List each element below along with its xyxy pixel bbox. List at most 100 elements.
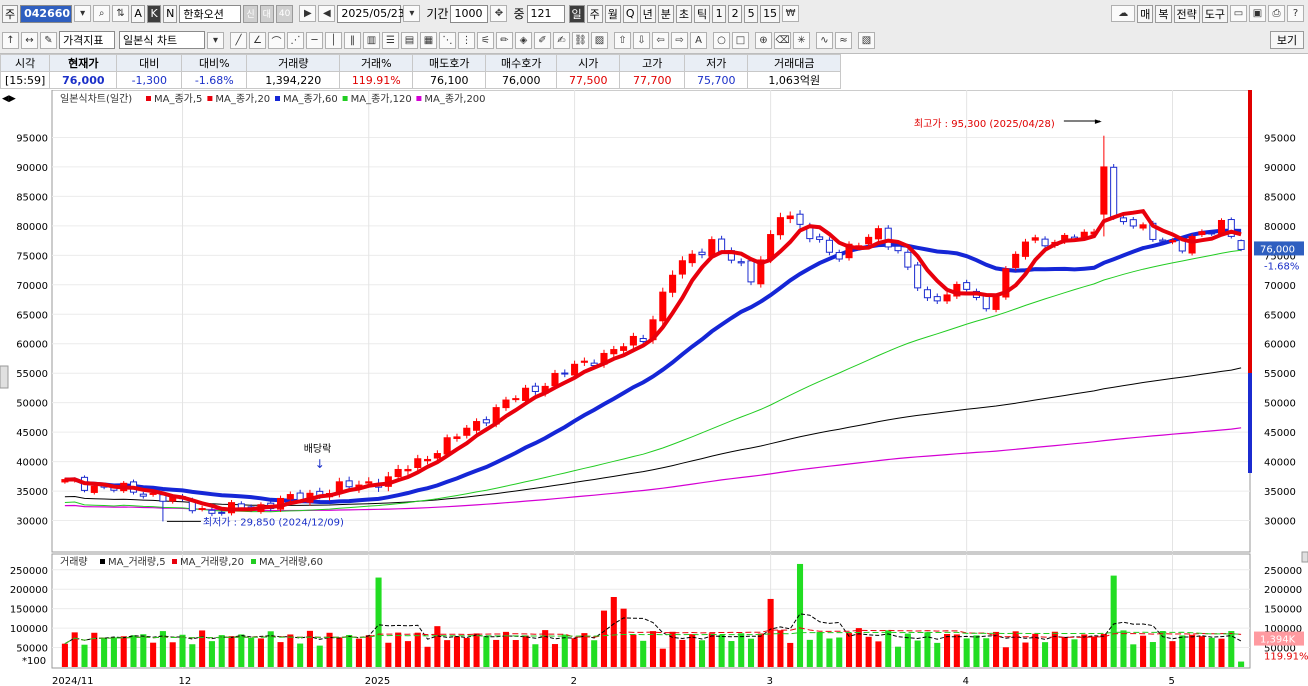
play-icon[interactable]: ▶ [299, 5, 317, 22]
interval-year[interactable]: 년 [639, 4, 656, 23]
interval-day[interactable]: 일 [568, 4, 585, 23]
interval-5[interactable]: 5 [744, 4, 759, 23]
hline-icon[interactable]: ─ [306, 31, 323, 49]
arrow-right-icon[interactable]: ⇨ [671, 31, 688, 49]
volume-bar [493, 639, 500, 667]
pattern-icon[interactable]: ≈ [835, 31, 852, 49]
mode-button-n[interactable]: N [163, 4, 178, 23]
chart-type-dropdown-icon[interactable]: ▾ [207, 31, 224, 49]
trendline-icon[interactable]: ╱ [230, 31, 247, 49]
volume-bar [228, 636, 235, 667]
strategy-button[interactable]: 전략 [1173, 4, 1200, 23]
pencil-icon[interactable]: ✏ [496, 31, 513, 49]
volume-bar [395, 632, 402, 667]
stock-code-input[interactable]: 042660 [20, 4, 73, 23]
back-icon[interactable]: ◀ [318, 5, 336, 22]
interval-tick[interactable]: 틱 [693, 4, 711, 23]
volume-bar [267, 631, 274, 667]
gann-fan-icon[interactable]: ⋮ [458, 31, 475, 49]
vline-icon[interactable]: │ [325, 31, 342, 49]
palette-icon[interactable]: ◈ [515, 31, 532, 49]
spin-icon[interactable]: ✥ [490, 5, 508, 22]
tools-button[interactable]: 도구 [1201, 4, 1228, 23]
help-icon[interactable]: ? [1287, 5, 1304, 22]
mode-button-a[interactable]: A [131, 4, 146, 23]
arrow-down-icon[interactable]: ⇩ [633, 31, 650, 49]
up-arrow-icon[interactable]: ↑ [2, 31, 19, 49]
candle-body [718, 238, 726, 252]
gann-icon[interactable]: ⋱ [439, 31, 456, 49]
volume-bar [463, 637, 470, 667]
count-input[interactable]: 121 [526, 4, 565, 23]
grid-icon[interactable]: ▥ [363, 31, 380, 49]
price-legend-item: MA_종가,5 [154, 93, 202, 105]
volume-tick-label-right: 150000 [1264, 605, 1302, 616]
interval-week[interactable]: 주 [586, 4, 603, 23]
interval-2[interactable]: 2 [728, 4, 743, 23]
volume-bar [287, 634, 294, 667]
chart-type-select[interactable]: 일본식 차트 [119, 31, 205, 49]
interval-month[interactable]: 월 [604, 4, 621, 23]
link-icon[interactable]: ⛓ [572, 31, 589, 49]
overlay-button[interactable]: 매 [1137, 4, 1154, 23]
market-selector[interactable]: 주 [2, 4, 19, 23]
fibo-icon[interactable]: ☰ [382, 31, 399, 49]
price-tick-label-right: 90000 [1264, 163, 1296, 174]
view-button[interactable]: 보기 [1270, 31, 1304, 49]
period-input[interactable]: 1000 [450, 4, 489, 23]
sort-icon[interactable]: ⇅ [112, 5, 130, 22]
text-icon[interactable]: A [690, 31, 707, 49]
magic-icon[interactable]: ✳ [793, 31, 810, 49]
eraser-icon[interactable]: ⌫ [774, 31, 791, 49]
interval-15[interactable]: 15 [760, 4, 781, 23]
volume-bar [875, 641, 882, 667]
interval-second[interactable]: 초 [675, 4, 692, 23]
channel-icon[interactable]: ‖ [344, 31, 361, 49]
quote-value: -1,300 [116, 71, 183, 89]
circle-icon[interactable]: ○ [713, 31, 730, 49]
fibo-fan-icon[interactable]: ▤ [401, 31, 418, 49]
print-icon[interactable]: ⎙ [1268, 5, 1285, 22]
dropdown-arrow-icon[interactable]: ▾ [74, 5, 92, 22]
price-indicator-select[interactable]: 가격지표 [59, 31, 115, 49]
save-icon[interactable]: ▣ [1249, 5, 1266, 22]
compound-button[interactable]: 복 [1155, 4, 1172, 23]
volume-bar [512, 640, 519, 667]
mode-button-k[interactable]: K [147, 4, 162, 23]
custom-interval-icon[interactable]: ₩ [782, 5, 800, 22]
cloud-icon[interactable]: ☁ [1111, 5, 1136, 22]
candle-body [620, 346, 628, 351]
search-icon[interactable]: ⌕ [93, 5, 111, 22]
fan-icon[interactable]: ⋰ [287, 31, 304, 49]
volume-bar [306, 630, 313, 667]
quote-value: 119.91% [339, 71, 414, 89]
arrow-left-icon[interactable]: ⇦ [652, 31, 669, 49]
settings-icon[interactable]: ✎ [40, 31, 57, 49]
volume-bar [826, 638, 833, 667]
arc-icon[interactable]: ⌒ [268, 31, 285, 49]
brush-icon[interactable]: ✐ [534, 31, 551, 49]
zoom-icon[interactable]: ⊕ [755, 31, 772, 49]
folder-icon[interactable]: ▭ [1230, 5, 1247, 22]
price-tick-label-right: 70000 [1264, 281, 1296, 292]
interval-minute[interactable]: 분 [657, 4, 674, 23]
rectangle-icon[interactable]: □ [732, 31, 749, 49]
angle-icon[interactable]: ∠ [249, 31, 266, 49]
wave-icon[interactable]: ∿ [816, 31, 833, 49]
date-input[interactable]: 2025/05/23 [337, 4, 405, 23]
cycle-icon[interactable]: ▦ [420, 31, 437, 49]
interval-quarter[interactable]: Q [622, 4, 638, 23]
arrow-up-icon[interactable]: ⇧ [614, 31, 631, 49]
candle-body [414, 458, 422, 469]
interval-1[interactable]: 1 [712, 4, 727, 23]
calendar-dropdown-icon[interactable]: ▾ [403, 5, 421, 22]
memo-icon[interactable]: ▨ [591, 31, 608, 49]
text-note-icon[interactable]: ✍ [553, 31, 570, 49]
candle-body [669, 274, 677, 293]
pitchfork-icon[interactable]: ⚟ [477, 31, 494, 49]
snapshot-icon[interactable]: ▧ [858, 31, 875, 49]
horizontal-arrows-icon[interactable]: ↔ [21, 31, 38, 49]
stock-name-field[interactable]: 한화오션 [179, 4, 242, 23]
badge-new: 신 [243, 4, 258, 23]
